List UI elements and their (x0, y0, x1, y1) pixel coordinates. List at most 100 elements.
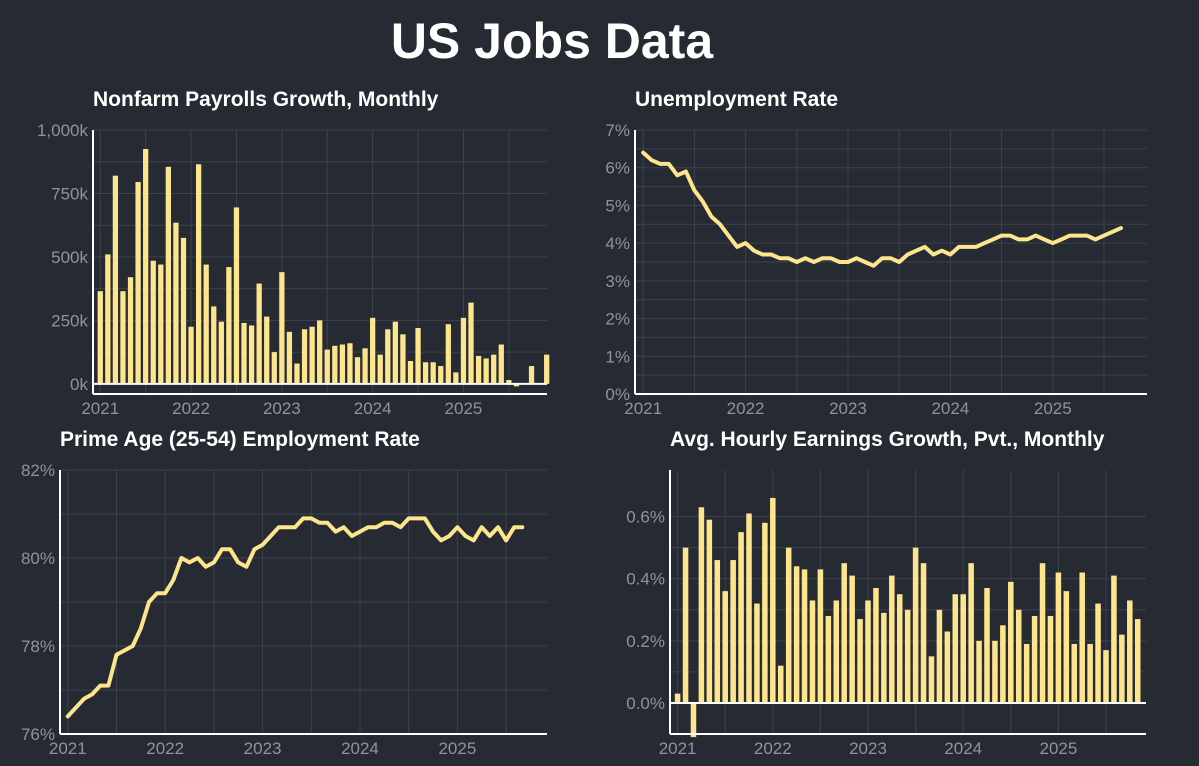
bar (976, 640, 982, 703)
bar (317, 320, 323, 384)
bar (438, 366, 444, 384)
x-tick-label: 2025 (438, 739, 476, 758)
bar (180, 237, 187, 384)
bar (506, 380, 512, 384)
x-tick-label: 2023 (244, 739, 282, 758)
bar (392, 321, 398, 384)
bar (430, 362, 436, 384)
bar (491, 354, 497, 384)
x-tick-label: 2021 (624, 399, 662, 418)
bar (865, 600, 871, 703)
y-tick-label: 80% (21, 549, 55, 568)
chart-title-payrolls: Nonfarm Payrolls Growth, Monthly (93, 88, 439, 111)
bar (770, 497, 776, 703)
bar (1087, 643, 1093, 703)
chart-prime-age: 76% 78% 80% 82% 2021 2022 2023 2024 2025 (21, 461, 547, 758)
gridlines (635, 129, 1147, 395)
bar (777, 665, 784, 703)
bar (339, 344, 346, 384)
bar (203, 264, 209, 384)
bar (1015, 609, 1022, 703)
y-tick-label: 78% (21, 637, 55, 656)
bar (370, 317, 376, 384)
bar (698, 507, 705, 703)
bar (849, 575, 855, 703)
panel-unemployment: Unemployment Rate 0% 1% 2% 3% 4% 5% 6% 7% 2021 20… (590, 88, 1150, 418)
chart-unemployment: 0% 1% 2% 3% 4% 5% 6% 7% 2021 2022 2023 2024 2025 (605, 121, 1147, 418)
bar (135, 182, 141, 384)
panel-prime-age: Prime Age (25-54) Employment Rate 76% 78%… (0, 428, 560, 758)
bar (248, 325, 255, 384)
bar (150, 260, 156, 384)
bar (483, 358, 489, 384)
bar (407, 361, 414, 384)
bar (445, 324, 451, 384)
bar (377, 354, 383, 384)
bar (904, 609, 911, 703)
y-tick-label: 500k (51, 248, 88, 267)
bar (120, 291, 126, 384)
x-tick-label: 2022 (172, 399, 210, 418)
bar (218, 321, 224, 384)
y-tick-label: 2% (605, 310, 630, 329)
bar (241, 322, 247, 384)
bar (873, 588, 879, 703)
y-tick-label: 7% (605, 121, 630, 140)
bar (1134, 619, 1141, 703)
bar (896, 594, 903, 703)
bar (173, 222, 179, 384)
bar (211, 306, 217, 384)
chart-title-prime-age: Prime Age (25-54) Employment Rate (60, 428, 420, 451)
y-tick-label: 6% (605, 159, 630, 178)
series-line (641, 150, 1123, 268)
bar (960, 594, 966, 703)
bar (928, 656, 935, 703)
bar (936, 609, 943, 703)
bar (785, 547, 792, 703)
bar (841, 563, 847, 703)
bar (271, 352, 277, 384)
bar (881, 612, 887, 703)
bar (468, 302, 474, 384)
bar (912, 547, 919, 703)
bar (1055, 572, 1062, 703)
y-tick-label: 0.0% (626, 694, 665, 713)
bar (422, 362, 429, 384)
bar (256, 283, 262, 384)
bar (309, 326, 315, 384)
y-tick-label: 82% (21, 461, 55, 480)
bar (286, 331, 293, 384)
y-tick-label: 3% (605, 272, 630, 291)
x-tick-label: 2023 (263, 399, 301, 418)
x-tick-label: 2025 (1034, 399, 1072, 418)
bar (460, 317, 467, 384)
bar (143, 149, 149, 384)
main-title: US Jobs Data (390, 13, 714, 69)
bar (762, 522, 768, 703)
bar (944, 631, 951, 703)
bar (362, 348, 368, 384)
bar (324, 349, 330, 384)
bar (1031, 615, 1038, 703)
x-tick-label: 2024 (931, 399, 969, 418)
x-tick-label: 2022 (146, 739, 184, 758)
chart-title-unemployment: Unemployment Rate (635, 88, 839, 111)
bar (1119, 634, 1125, 703)
bar (833, 600, 840, 703)
bar (453, 372, 459, 384)
bar (415, 328, 421, 384)
y-tick-label: 4% (605, 234, 630, 253)
x-tick-label: 2023 (849, 739, 887, 758)
bar (1000, 625, 1006, 703)
bar (968, 563, 974, 703)
x-tick-label: 2024 (341, 739, 379, 758)
bar (1008, 581, 1014, 703)
bar (347, 343, 353, 384)
bar (498, 344, 504, 384)
bar (226, 267, 232, 384)
gridlines (60, 469, 547, 735)
y-tick-label: 1% (605, 347, 630, 366)
panel-payrolls: Nonfarm Payrolls Growth, Monthly 0k 250k 5… (0, 88, 560, 418)
bar (1063, 591, 1070, 703)
x-tick-label: 2025 (445, 399, 483, 418)
